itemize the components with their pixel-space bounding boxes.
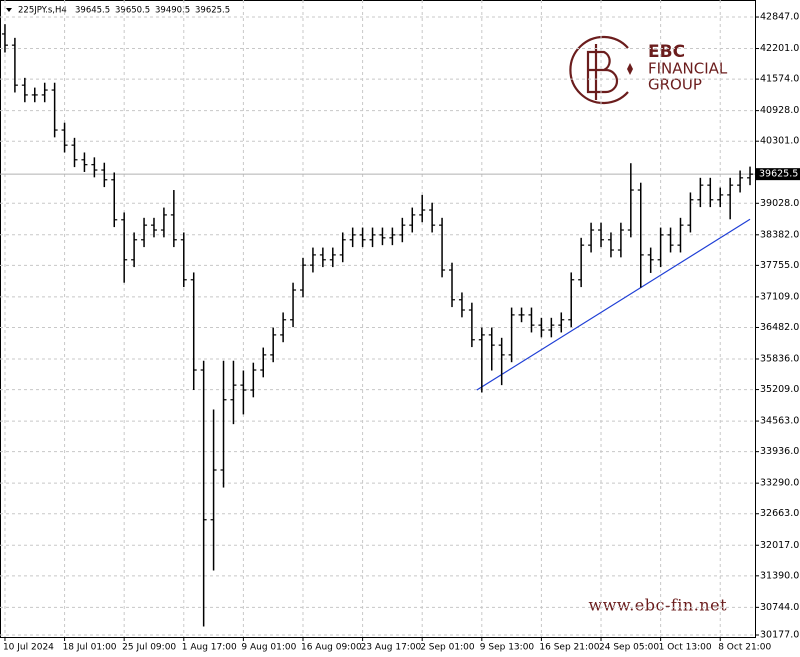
x-tick-label: 1 Aug 17:00 — [182, 643, 237, 653]
price-label: 39625.5 — [759, 169, 798, 180]
x-tick-label: 9 Aug 01:00 — [241, 643, 296, 653]
y-tick-label: 30177.0 — [760, 630, 799, 641]
header-value: 39645.5 — [75, 6, 110, 16]
y-tick-label: 35209.0 — [760, 384, 799, 395]
y-tick-label: 36482.0 — [760, 322, 799, 333]
symbol: 225JPY.s,H4 — [18, 6, 67, 16]
x-tick-label: 23 Aug 17:00 — [361, 643, 422, 653]
x-tick-label: 16 Sep 21:00 — [539, 643, 599, 653]
y-tick-label: 42847.0 — [760, 12, 799, 23]
x-tick-label: 9 Sep 13:00 — [480, 643, 535, 653]
header: 225JPY.s,H4 39645.5 39650.5 39490.5 39625.5 — [18, 6, 230, 16]
x-tick-label: 25 Jul 09:00 — [122, 643, 176, 653]
y-tick-label: 34563.0 — [760, 416, 799, 427]
y-tick-label: 30744.0 — [760, 602, 799, 613]
y-tick-label: 32663.0 — [760, 508, 799, 519]
y-tick-label: 35836.0 — [760, 353, 799, 364]
y-tick-label: 39028.0 — [760, 198, 799, 209]
y-tick-label: 37109.0 — [760, 291, 799, 302]
x-tick-label: 10 Jul 2024 — [3, 643, 54, 653]
x-tick-label: 16 Aug 09:00 — [301, 643, 362, 653]
x-tick-label: 18 Jul 01:00 — [63, 643, 117, 653]
header-value: 39650.5 — [115, 6, 150, 16]
brand-line: GROUP — [648, 76, 702, 94]
y-tick-label: 41574.0 — [760, 74, 799, 85]
x-tick-label: 24 Sep 05:00 — [599, 643, 659, 653]
x-tick-label: 2 Sep 01:00 — [420, 643, 475, 653]
price-box — [755, 168, 800, 181]
y-tick-label: 42201.0 — [760, 43, 799, 54]
y-tick-label: 33290.0 — [760, 478, 799, 489]
x-tick-label: 8 Oct 21:00 — [718, 643, 771, 653]
x-tick-label: 1 Oct 13:00 — [659, 643, 712, 653]
url: www.ebc-fin.net — [589, 596, 728, 615]
trendline — [476, 218, 751, 391]
brand: EBC — [648, 42, 685, 62]
header-value: 39625.5 — [195, 6, 230, 16]
y-tick-label: 40928.0 — [760, 105, 799, 116]
plot-frame — [0, 0, 756, 638]
y-tick-label: 31390.0 — [760, 570, 799, 581]
y-tick-label: 38382.0 — [760, 229, 799, 240]
y-tick-label: 40301.0 — [760, 136, 799, 147]
header-value: 39490.5 — [155, 6, 190, 16]
menu-arrow[interactable] — [6, 8, 12, 12]
y-tick-label: 37755.0 — [760, 260, 799, 271]
y-tick-label: 33936.0 — [760, 446, 799, 457]
logo — [569, 35, 633, 105]
y-tick-label: 32017.0 — [760, 540, 799, 551]
brand-line: FINANCIAL — [648, 60, 728, 78]
